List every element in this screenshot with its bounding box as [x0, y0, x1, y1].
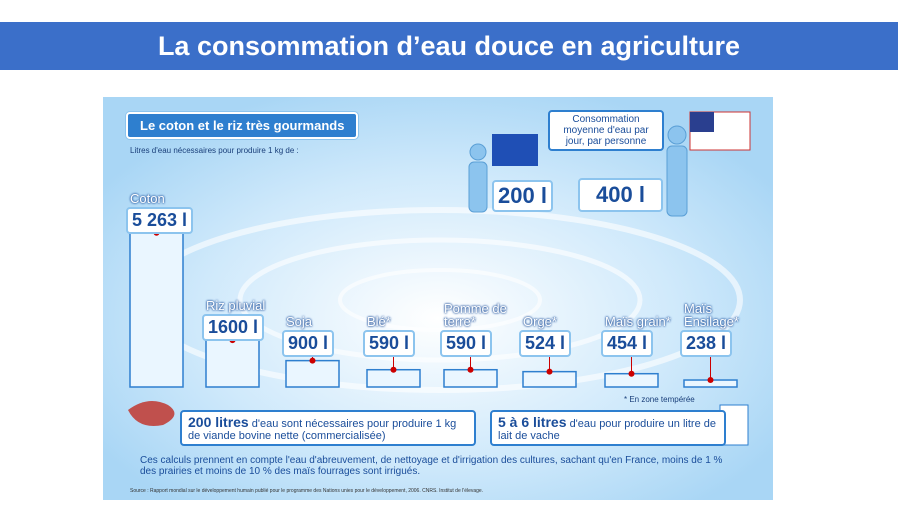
bar-dot [467, 366, 474, 373]
source: Source : Rapport mondial sur le développ… [130, 488, 484, 494]
chart-subtitle: Litres d'eau nécessaires pour produire 1… [130, 146, 299, 155]
bar [129, 232, 184, 388]
bar-dot [390, 366, 397, 373]
category-label: Maïs Ensilage* [684, 301, 739, 329]
europe-consumption: 200 l [492, 180, 553, 212]
annotation: * En zone tempérée [624, 395, 695, 404]
milk-text: d'eau pour produire un litre de lait de … [498, 418, 716, 442]
bar-dot [546, 368, 553, 375]
value-label: 454 l [601, 330, 654, 357]
meat-text: d'eau sont nécessaires pour produire 1 k… [188, 418, 457, 442]
value-label: 590 l [363, 330, 416, 357]
value-label: 5 263 l [126, 206, 194, 234]
value-label: 238 l [680, 330, 733, 357]
ripple [237, 237, 643, 363]
bar-dot [628, 370, 635, 377]
value-label: 900 l [282, 330, 335, 357]
category-label: Soja [286, 314, 313, 329]
milk-info: 5 à 6 litres d'eau pour produire un litr… [490, 410, 726, 446]
slide-title: La consommation d’eau douce en agricultu… [0, 22, 898, 70]
category-label: Orge* [523, 314, 557, 329]
milk-bold: 5 à 6 litres [498, 414, 567, 430]
value-label: 524 l [519, 330, 572, 357]
us-flag-canton [690, 112, 714, 132]
category-label: Riz pluvial [206, 298, 266, 314]
usa-consumption: 400 l [578, 178, 663, 212]
meat-icon [128, 401, 175, 426]
category-label: Pomme de terre* [444, 301, 507, 329]
ripple [338, 268, 542, 332]
eu-flag [492, 134, 538, 166]
category-label: Maïs grain* [605, 314, 671, 329]
bar [205, 339, 260, 388]
consumption-label: Consommation moyenne d'eau par jour, par… [548, 110, 664, 151]
bar [285, 359, 340, 388]
meat-info: 200 litres d'eau sont nécessaires pour p… [180, 410, 476, 446]
note: Ces calculs prennent en compte l'eau d'a… [140, 455, 723, 477]
category-label: Blé* [367, 314, 391, 329]
bar-dot [309, 357, 316, 364]
chart-title: Le coton et le riz très gourmands [126, 112, 359, 139]
person-icons [468, 125, 688, 217]
category-label: Coton [130, 190, 165, 206]
value-label: 590 l [440, 330, 493, 357]
value-label: 1600 l [202, 314, 265, 342]
bar-dot [707, 377, 714, 384]
meat-bold: 200 litres [188, 414, 249, 430]
